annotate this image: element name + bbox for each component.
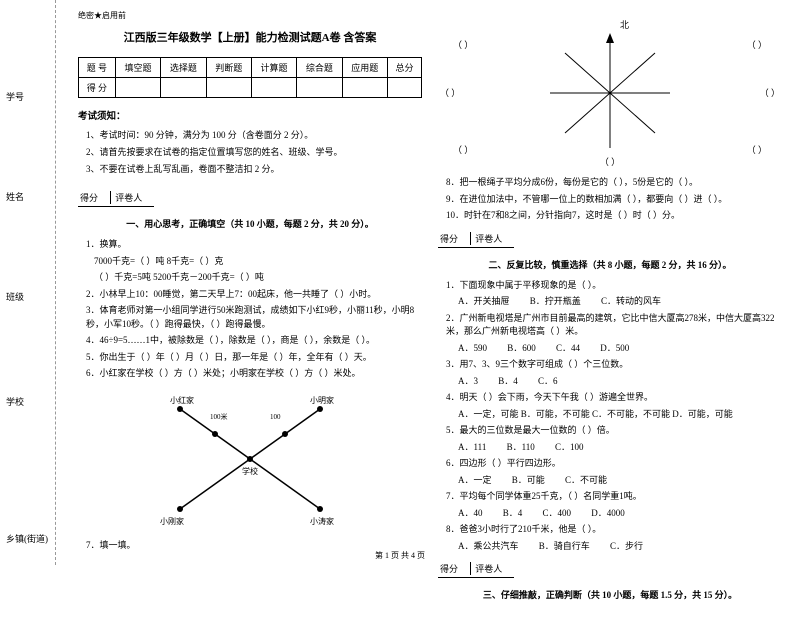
th-2: 选择题 [161,58,206,78]
bind-label-2: 班级 [6,290,24,303]
cb-3: （ ） [760,86,780,99]
s2q7: 7．平均每个同学体重25千克，（ ）名同学重1吨。 [446,490,782,504]
s2q3o: A．3 B．4 C．6 [458,375,782,389]
compass-svg [530,18,690,168]
notice-heading: 考试须知： [78,108,422,122]
cb-5: （ ） [747,143,767,156]
grader-label-2: 评卷人 [473,232,514,245]
bind-label-1: 学校 [6,395,24,408]
s2q1o: A．开关抽屉 B．拧开瓶盖 C．转动的风车 [458,295,782,309]
td-label: 得 分 [79,78,116,98]
grader-box-2: 得分 评卷人 [438,232,514,248]
q3: 3．体育老师对第一小组同学进行50米跑测试，成绩如下小红9秒，小丽11秒，小明8… [86,304,422,331]
svg-text:小刚家: 小刚家 [160,516,184,526]
q8: 8．把一根绳子平均分成6份，每份是它的（ ），5份是它的（ ）。 [446,176,782,190]
s2q8: 8．爸爸3小时行了210千米，他是（ ）。 [446,523,782,537]
th-4: 计算题 [251,58,296,78]
notice-list: 1、考试时间：90 分钟，满分为 100 分（含卷面分 2 分）。 2、请首先按… [86,128,422,175]
s2q5o: A．111 B．110 C．100 [458,441,782,455]
q1b: （ ）千克=5吨 5200千克－200千克=（ ）吨 [94,271,422,285]
q4: 4．46÷9=5……1中，被除数是（ ），除数是（ ），商是（ ），余数是（ ）… [86,334,422,348]
score-label-2: 得分 [438,232,471,245]
left-column: 绝密★启用前 江西版三年级数学【上册】能力检测试题A卷 含答案 题 号 填空题 … [70,10,430,609]
s2q4: 4．明天（ ）会下雨，今天下午我（ ）游遍全世界。 [446,391,782,405]
score-header-row: 题 号 填空题 选择题 判断题 计算题 综合题 应用题 总分 [79,58,422,78]
page-footer: 第 1 页 共 4 页 [0,550,800,561]
s2q6o: A．一定 B．可能 C．不可能 [458,474,782,488]
th-6: 应用题 [342,58,387,78]
notice-1: 1、考试时间：90 分钟，满分为 100 分（含卷面分 2 分）。 [86,128,422,141]
svg-text:100米: 100米 [210,412,228,421]
binding-edge: 乡镇(街道) 学校 班级 姓名 学号 [0,0,60,565]
bind-label-3: 姓名 [6,190,24,203]
cb-4: （ ） [453,143,473,156]
th-0: 题 号 [79,58,116,78]
s2q4o: A．一定，可能 B．可能，不可能 C．不可能，不可能 D．可能，可能 [458,408,782,422]
cb-1: （ ） [747,38,767,51]
th-5: 综合题 [297,58,342,78]
bind-label-0: 乡镇(街道) [6,532,48,545]
score-label: 得分 [78,191,111,204]
s2q3: 3．用7、3、9三个数字可组成（ ）个三位数。 [446,358,782,372]
s2q2: 2．广州新电视塔是广州市目前最高的建筑，它比中信大厦高278米，中信大厦高322… [446,312,782,339]
th-7: 总分 [387,58,421,78]
grader-label-3: 评卷人 [473,562,514,575]
q1: 1．换算。 [86,238,422,252]
section2-title: 二、反复比较，慎重选择（共 8 小题，每题 2 分，共 16 分）。 [438,258,782,271]
q1a: 7000千克=（ ）吨 8千克=（ ）克 [94,255,422,269]
notice-2: 2、请首先按要求在试卷的指定位置填写您的姓名、班级、学号。 [86,145,422,158]
section1-title: 一、用心思考，正确填空（共 10 小题，每题 2 分，共 20 分）。 [78,217,422,230]
score-label-3: 得分 [438,562,471,575]
q5: 5．你出生于（ ）年（ ）月（ ）日，那一年是（ ）年，全年有（ ）天。 [86,351,422,365]
q10: 10．时针在7和8之间，分针指向7，这时是（ ）时（ ）分。 [446,209,782,223]
s2q5: 5．最大的三位数是最大一位数的（ ）倍。 [446,424,782,438]
grader-box-3: 得分 评卷人 [438,562,514,578]
s2q6: 6．四边形（ ）平行四边形。 [446,457,782,471]
right-column: 北 （ ） （ ） （ ） （ ） （ ） （ ） （ ） 8．把一根绳子平均分… [430,10,790,609]
grader-label: 评卷人 [113,191,154,204]
q9: 9．在进位加法中，不管哪一位上的数相加满（ ），都要向（ ）进（ ）。 [446,193,782,207]
svg-text:小涛家: 小涛家 [310,516,334,526]
notice-3: 3、不要在试卷上乱写乱画，卷面不整洁扣 2 分。 [86,162,422,175]
school-diagram: 学校 小红家 小明家 小刚家 小涛家 100米 100 [78,389,422,531]
svg-text:小红家: 小红家 [170,395,194,405]
dash-line [55,0,56,565]
q2: 2．小林早上10：00睡觉，第二天早上7：00起床，他一共睡了（ ）小时。 [86,288,422,302]
exam-title: 江西版三年级数学【上册】能力检测试题A卷 含答案 [78,29,422,45]
cb-2: （ ） [440,86,460,99]
bind-label-4: 学号 [6,90,24,103]
score-value-row: 得 分 [79,78,422,98]
s2q2o: A．590 B．600 C．44 D．500 [458,342,782,356]
cb-6: （ ） [600,155,620,168]
th-1: 填空题 [115,58,160,78]
q6: 6．小红家在学校（ ）方（ ）米处；小明家在学校（ ）方（ ）米处。 [86,367,422,381]
score-table: 题 号 填空题 选择题 判断题 计算题 综合题 应用题 总分 得 分 [78,57,422,98]
svg-text:学校: 学校 [242,466,258,476]
th-3: 判断题 [206,58,251,78]
diagram-svg: 学校 小红家 小明家 小刚家 小涛家 100米 100 [150,389,350,529]
s2q7o: A．40 B．4 C．400 D．4000 [458,507,782,521]
grader-box-1: 得分 评卷人 [78,191,154,207]
page-content: 绝密★启用前 江西版三年级数学【上册】能力检测试题A卷 含答案 题 号 填空题 … [65,0,795,619]
cb-0: （ ） [453,38,473,51]
compass-n: 北 [620,18,629,31]
section3-title: 三、仔细推敲，正确判断（共 10 小题，每题 1.5 分，共 15 分）。 [438,588,782,601]
compass-diagram: 北 （ ） （ ） （ ） （ ） （ ） （ ） （ ） [438,18,782,168]
confidential-mark: 绝密★启用前 [78,10,422,21]
svg-text:100: 100 [270,413,281,421]
s2q1: 1．下面现象中属于平移现象的是（ ）。 [446,279,782,293]
svg-text:小明家: 小明家 [310,395,334,405]
